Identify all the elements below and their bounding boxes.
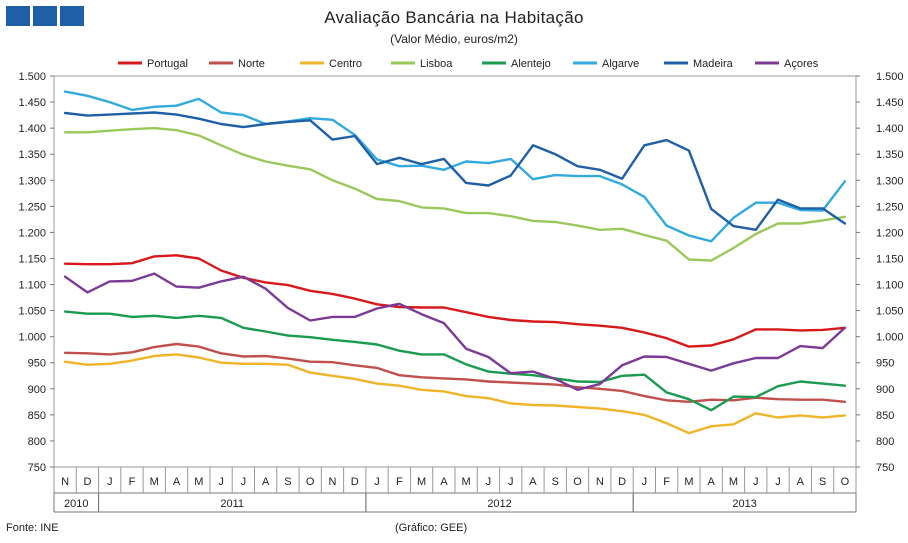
x-tick-label: J bbox=[642, 476, 648, 488]
legend-label-madeira: Madeira bbox=[693, 58, 734, 70]
x-tick-label: A bbox=[173, 476, 181, 488]
y-tick-label-right: 1.300 bbox=[876, 175, 904, 187]
x-tick-label: D bbox=[618, 476, 626, 488]
y-tick-label-left: 1.200 bbox=[18, 227, 46, 239]
y-tick-label-right: 1.450 bbox=[876, 97, 904, 109]
y-tick-label-left: 1.350 bbox=[18, 149, 46, 161]
x-tick-label: F bbox=[129, 476, 136, 488]
x-tick-label: M bbox=[729, 476, 738, 488]
x-tick-label: S bbox=[284, 476, 291, 488]
y-tick-label-left: 900 bbox=[28, 384, 46, 396]
y-tick-label-left: 1.050 bbox=[18, 306, 46, 318]
y-tick-label-right: 1.250 bbox=[876, 201, 904, 213]
y-tick-label-left: 1.100 bbox=[18, 280, 46, 292]
series-line-alentejo bbox=[63, 310, 847, 412]
x-tick-label: J bbox=[508, 476, 514, 488]
x-tick-label: M bbox=[194, 476, 203, 488]
series-line-norte bbox=[63, 342, 847, 403]
x-tick-label: J bbox=[486, 476, 492, 488]
y-tick-label-right: 1.400 bbox=[876, 123, 904, 135]
plot-frame bbox=[53, 75, 857, 468]
chart-credit: (Gráfico: GEE) bbox=[395, 522, 468, 534]
y-tick-label-right: 1.150 bbox=[876, 253, 904, 265]
source-note: Fonte: INE bbox=[6, 522, 59, 534]
series-line-lisboa bbox=[63, 126, 847, 262]
legend-label-alentejo: Alentejo bbox=[511, 58, 551, 70]
y-tick-label-left: 950 bbox=[28, 358, 46, 370]
series-line-açores bbox=[63, 272, 847, 391]
y-tick-label-left: 1.250 bbox=[18, 201, 46, 213]
year-label: 2013 bbox=[732, 498, 756, 510]
x-tick-label: A bbox=[797, 476, 805, 488]
y-tick-label-right: 850 bbox=[876, 410, 894, 422]
legend-label-norte: Norte bbox=[238, 58, 265, 70]
x-tick-label: J bbox=[775, 476, 781, 488]
logo-square-1 bbox=[6, 6, 30, 26]
chart-title: Avaliação Bancária na Habitação bbox=[324, 8, 584, 27]
legend-label-algarve: Algarve bbox=[602, 58, 639, 70]
y-tick-label-right: 1.500 bbox=[876, 71, 904, 83]
x-tick-label: A bbox=[708, 476, 716, 488]
y-tick-label-left: 1.300 bbox=[18, 175, 46, 187]
y-tick-label-left: 1.000 bbox=[18, 332, 46, 344]
y-tick-label-left: 1.500 bbox=[18, 71, 46, 83]
y-tick-label-right: 900 bbox=[876, 384, 894, 396]
x-tick-label: N bbox=[61, 476, 69, 488]
y-tick-label-right: 800 bbox=[876, 436, 894, 448]
y-tick-label-right: 750 bbox=[876, 462, 894, 474]
logo-square-3 bbox=[60, 6, 84, 26]
legend-label-lisboa: Lisboa bbox=[420, 58, 453, 70]
series-line-madeira bbox=[63, 111, 847, 232]
y-tick-label-left: 850 bbox=[28, 410, 46, 422]
x-tick-label: J bbox=[241, 476, 247, 488]
x-tick-label: F bbox=[663, 476, 670, 488]
y-tick-label-right: 1.200 bbox=[876, 227, 904, 239]
year-label: 2010 bbox=[64, 498, 88, 510]
y-tick-label-left: 800 bbox=[28, 436, 46, 448]
series-line-centro bbox=[63, 353, 847, 435]
y-tick-label-right: 950 bbox=[876, 358, 894, 370]
logo-square-2 bbox=[33, 6, 57, 26]
x-tick-label: N bbox=[328, 476, 336, 488]
y-tick-label-left: 1.450 bbox=[18, 97, 46, 109]
x-tick-label: A bbox=[440, 476, 448, 488]
y-tick-label-right: 1.350 bbox=[876, 149, 904, 161]
y-tick-label-right: 1.100 bbox=[876, 280, 904, 292]
y-tick-label-left: 750 bbox=[28, 462, 46, 474]
year-label: 2011 bbox=[220, 498, 244, 510]
x-tick-label: O bbox=[573, 476, 582, 488]
x-tick-label: N bbox=[596, 476, 604, 488]
x-tick-label: J bbox=[374, 476, 380, 488]
x-tick-label: O bbox=[841, 476, 850, 488]
x-tick-label: D bbox=[83, 476, 91, 488]
x-tick-label: D bbox=[351, 476, 359, 488]
x-tick-label: S bbox=[552, 476, 559, 488]
year-label: 2012 bbox=[487, 498, 511, 510]
x-tick-label: A bbox=[529, 476, 537, 488]
x-tick-label: M bbox=[684, 476, 693, 488]
y-tick-label-right: 1.000 bbox=[876, 332, 904, 344]
x-tick-label: J bbox=[753, 476, 759, 488]
x-tick-label: J bbox=[107, 476, 113, 488]
x-tick-label: S bbox=[819, 476, 826, 488]
x-tick-label: J bbox=[218, 476, 224, 488]
y-tick-label-right: 1.050 bbox=[876, 306, 904, 318]
x-tick-label: A bbox=[262, 476, 270, 488]
chart-subtitle: (Valor Médio, euros/m2) bbox=[390, 32, 518, 46]
legend-label-centro: Centro bbox=[329, 58, 362, 70]
y-tick-label-left: 1.400 bbox=[18, 123, 46, 135]
legend-label-portugal: Portugal bbox=[147, 58, 188, 70]
x-tick-label: M bbox=[150, 476, 159, 488]
y-tick-label-left: 1.150 bbox=[18, 253, 46, 265]
series-line-portugal bbox=[63, 254, 847, 348]
x-tick-label: F bbox=[396, 476, 403, 488]
x-tick-label: M bbox=[417, 476, 426, 488]
x-tick-label: M bbox=[462, 476, 471, 488]
series-line-algarve bbox=[63, 90, 847, 243]
x-tick-label: O bbox=[306, 476, 315, 488]
legend-label-açores: Açores bbox=[784, 58, 819, 70]
